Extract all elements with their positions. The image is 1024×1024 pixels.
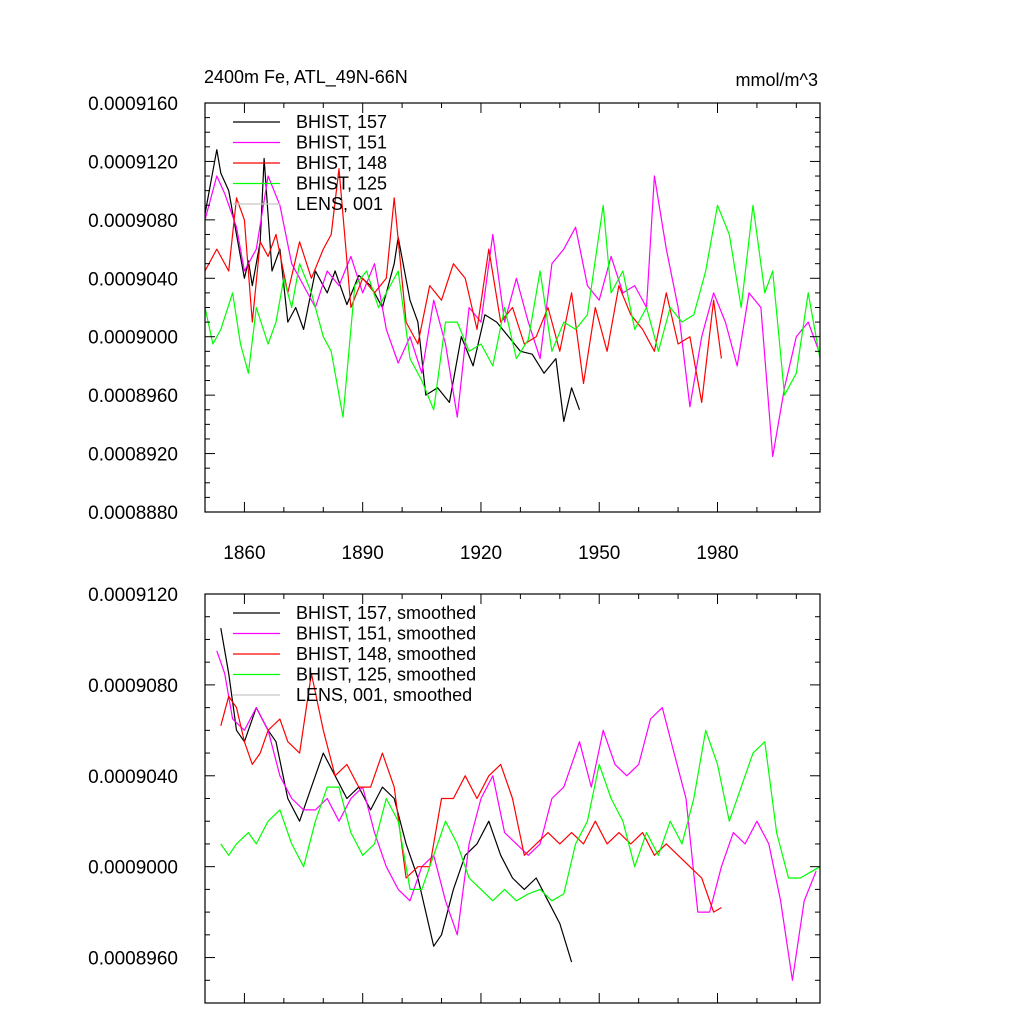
y-tick-label: 0.0009000 [88, 858, 178, 879]
y-tick-label: 0.0009120 [88, 585, 178, 606]
y-tick-label: 0.0009080 [88, 676, 178, 697]
top-panel: 2400m Fe, ATL_49N-66N mmol/m^3 0.0008880… [88, 67, 821, 564]
legend-label: BHIST, 148 [296, 153, 387, 173]
legend-label: BHIST, 148, smoothed [296, 644, 476, 664]
legend-label: BHIST, 157, smoothed [296, 603, 476, 623]
y-tick-label: 0.0009120 [88, 152, 178, 173]
legend-label: BHIST, 125 [296, 174, 387, 194]
series-line [204, 149, 581, 422]
series-line [216, 650, 817, 981]
panel-title: 2400m Fe, ATL_49N-66N [204, 67, 408, 88]
series-group [216, 627, 821, 981]
y-tick-label: 0.0009040 [88, 767, 178, 788]
legend-label: BHIST, 125, smoothed [296, 665, 476, 685]
series-line [220, 627, 573, 963]
x-tick-label: 1980 [696, 543, 738, 564]
x-tick-label: 1890 [342, 543, 384, 564]
legend-label: LENS, 001 [296, 194, 383, 214]
series-group [204, 149, 821, 458]
series-line [220, 729, 821, 902]
legend-label: BHIST, 151 [296, 133, 387, 153]
y-tick-label: 0.0008960 [88, 949, 178, 970]
y-tick-label: 0.0009080 [88, 211, 178, 232]
y-tick-label: 0.0009000 [88, 328, 178, 349]
series-line [204, 204, 821, 418]
legend-label: BHIST, 157 [296, 112, 387, 132]
x-tick-label: 1860 [223, 543, 265, 564]
legend-label: BHIST, 151, smoothed [296, 624, 476, 644]
legend-label: LENS, 001, smoothed [296, 685, 472, 705]
units-label: mmol/m^3 [736, 70, 818, 90]
series-line [204, 175, 821, 458]
bottom-panel: 0.0008960 0.0009000 0.0009040 0.0009080 0.00… [88, 585, 821, 1004]
y-tick-label: 0.0009160 [88, 94, 178, 115]
y-tick-label: 0.0008880 [88, 503, 178, 524]
y-tick-label: 0.0008960 [88, 386, 178, 407]
x-tick-label: 1950 [578, 543, 620, 564]
y-tick-label: 0.0009040 [88, 269, 178, 290]
x-tick-label: 1920 [460, 543, 502, 564]
series-line [220, 672, 722, 913]
y-tick-label: 0.0008920 [88, 445, 178, 466]
